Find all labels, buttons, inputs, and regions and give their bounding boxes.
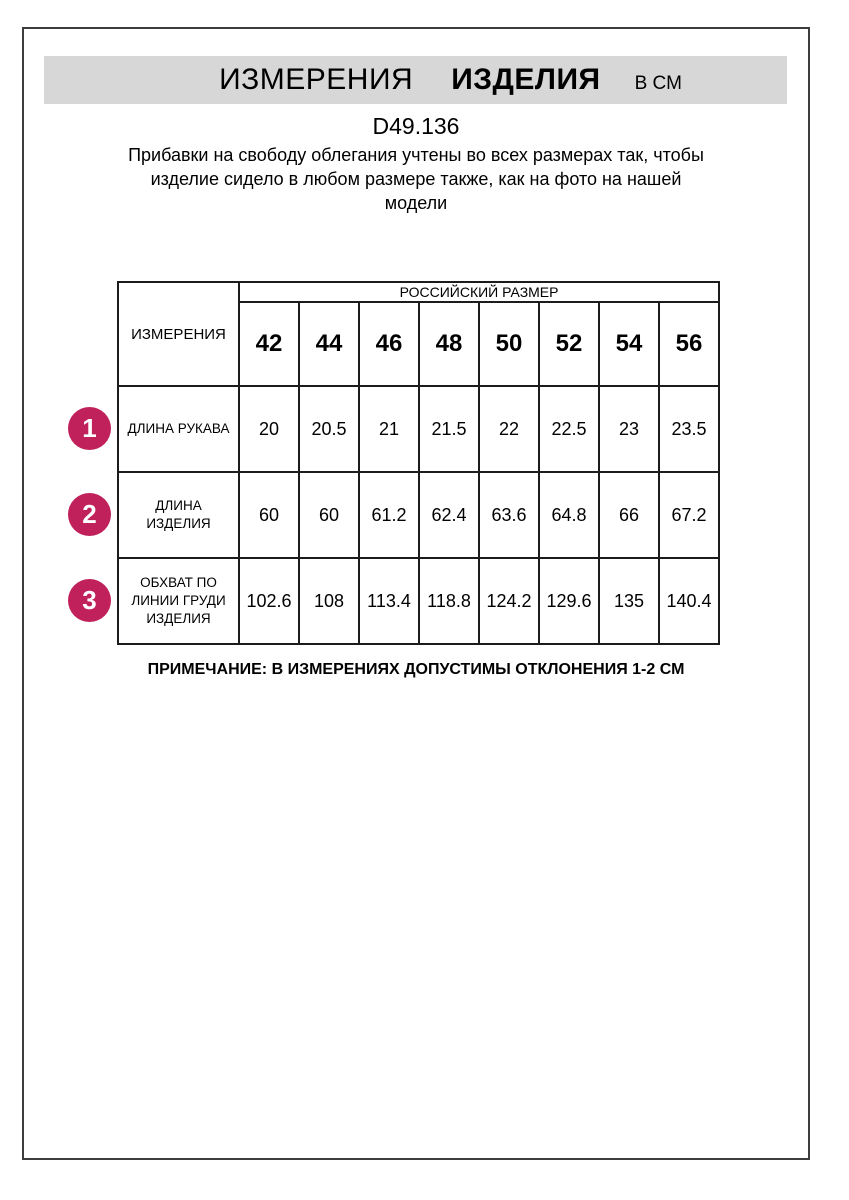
size-header-54: 54 <box>598 301 660 387</box>
size-header-46: 46 <box>358 301 420 387</box>
page-frame: ИЗМЕРЕНИЯ ИЗДЕЛИЯ В СМ D49.136 Прибавки на… <box>22 27 810 1160</box>
row-marker-2-number: 2 <box>82 499 97 529</box>
size-header-42: 42 <box>238 301 300 387</box>
size-header-56: 56 <box>657 301 721 387</box>
table-row-chest-girth: ОБХВАТ ПО ЛИНИИ ГРУДИ ИЗДЕЛИЯ 102.6 108 … <box>117 557 721 645</box>
row-marker-3: 3 <box>68 579 111 622</box>
value-cell: 140.4 <box>657 557 721 645</box>
description-text: Прибавки на свободу облегания учтены во … <box>128 145 704 213</box>
row-marker-2: 2 <box>68 493 111 536</box>
value-cell: 102.6 <box>238 557 300 645</box>
value-cell: 67.2 <box>657 471 721 559</box>
size-header-48: 48 <box>418 301 480 387</box>
value-cell: 60 <box>298 471 360 559</box>
row-label: ОБХВАТ ПО ЛИНИИ ГРУДИ ИЗДЕЛИЯ <box>117 557 240 645</box>
value-cell: 118.8 <box>418 557 480 645</box>
table-row-garment-length: ДЛИНА ИЗДЕЛИЯ 60 60 61.2 62.4 63.6 64.8 … <box>117 471 721 559</box>
value-cell: 124.2 <box>478 557 540 645</box>
value-cell: 21 <box>358 385 420 473</box>
row-marker-1-number: 1 <box>82 413 97 443</box>
value-cell: 64.8 <box>538 471 600 559</box>
value-cell: 22 <box>478 385 540 473</box>
size-header-50: 50 <box>478 301 540 387</box>
value-cell: 135 <box>598 557 660 645</box>
size-header-44: 44 <box>298 301 360 387</box>
value-cell: 61.2 <box>358 471 420 559</box>
table-row-sleeve-length: ДЛИНА РУКАВА 20 20.5 21 21.5 22 22.5 23 … <box>117 385 721 473</box>
value-cell: 20.5 <box>298 385 360 473</box>
value-cell: 108 <box>298 557 360 645</box>
value-cell: 62.4 <box>418 471 480 559</box>
model-code: D49.136 <box>372 113 460 139</box>
value-cell: 20 <box>238 385 300 473</box>
page-title-bold: ИЗДЕЛИЯ <box>451 63 601 96</box>
value-cell: 113.4 <box>358 557 420 645</box>
row-marker-3-number: 3 <box>82 585 97 615</box>
value-cell: 66 <box>598 471 660 559</box>
value-cell: 23.5 <box>657 385 721 473</box>
value-cell: 23 <box>598 385 660 473</box>
size-group-header: РОССИЙСКИЙ РАЗМЕР <box>237 281 721 303</box>
measurements-table: ИЗМЕРЕНИЯ РОССИЙСКИЙ РАЗМЕР 42 44 46 48 … <box>117 281 721 645</box>
value-cell: 129.6 <box>538 557 600 645</box>
value-cell: 63.6 <box>478 471 540 559</box>
value-cell: 22.5 <box>538 385 600 473</box>
title-unit-label: В СМ <box>634 73 682 94</box>
size-header-52: 52 <box>538 301 600 387</box>
value-cell: 60 <box>238 471 300 559</box>
row-label: ДЛИНА ИЗДЕЛИЯ <box>117 471 240 559</box>
measure-column-header: ИЗМЕРЕНИЯ <box>117 281 240 387</box>
title-banner: ИЗМЕРЕНИЯ ИЗДЕЛИЯ В СМ <box>44 56 787 104</box>
row-marker-1: 1 <box>68 407 111 450</box>
tolerance-note: ПРИМЕЧАНИЕ: В ИЗМЕРЕНИЯХ ДОПУСТИМЫ ОТКЛО… <box>147 661 685 678</box>
value-cell: 21.5 <box>418 385 480 473</box>
row-label: ДЛИНА РУКАВА <box>117 385 240 473</box>
page-title: ИЗМЕРЕНИЯ <box>219 63 414 96</box>
